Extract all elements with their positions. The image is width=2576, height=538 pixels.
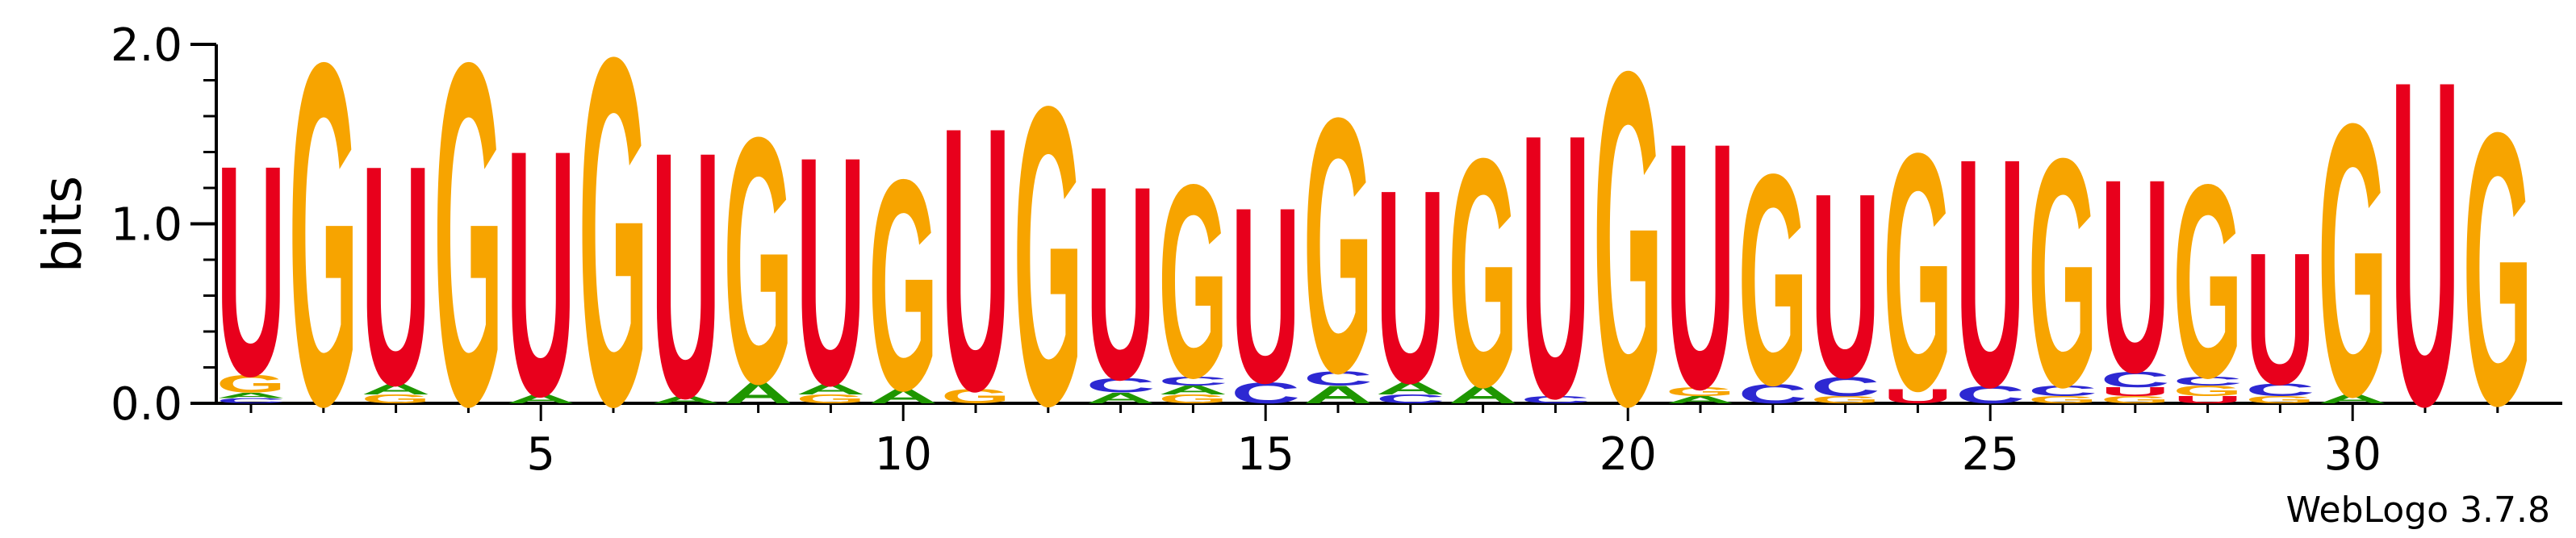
logo-letter-a: A [1449,381,1518,409]
logo-letter-g: G [2028,90,2097,455]
logo-letter-g: G [796,392,865,406]
logo-letter-g: G [433,0,503,507]
x-tick-label: 30 [2324,428,2382,481]
logo-letter-g: G [1449,90,1518,455]
logo-letter-u: U [2173,394,2243,406]
x-tick-label: 20 [1600,428,1657,481]
logo-letter-u: U [1883,386,1952,408]
logo-letter-g: G [1014,18,1083,494]
logo-letter-g: G [1738,112,1808,448]
logo-letter-u: U [1520,56,1590,477]
y-axis-label: bits [31,176,94,273]
logo-letter-c: C [2245,381,2315,400]
logo-letter-g: G [724,65,793,457]
logo-letter-a: A [1666,394,1735,406]
logo-letter-u: U [2245,214,2315,424]
logo-letter-g: G [2173,127,2243,435]
logo-letter-g: G [289,0,358,507]
logo-letter-a: A [651,394,721,406]
logo-letter-g: G [1303,42,1373,448]
logo-letter-c: C [1955,381,2025,409]
logo-letter-a: A [506,392,575,406]
logo-letter-c: C [1231,376,1300,410]
logo-letter-g: G [1883,83,1952,461]
logo-letter-a: A [1376,378,1445,398]
logo-letter-a: A [1303,381,1373,409]
logo-letter-u: U [941,50,1010,470]
logo-letter-u: U [2101,122,2170,430]
logo-letter-g: G [2101,394,2170,406]
logo-letter-c: C [2173,374,2243,388]
logo-letter-c: C [1158,374,1227,388]
x-axis: 5 10 15 20 25 30 [215,402,2562,481]
logo-letter-u: U [1811,140,1880,433]
logo-letter-c: C [1376,392,1445,406]
logo-letter-g: G [2463,53,2532,487]
logo-letter-a: A [796,381,865,398]
logo-letter-u: U [1231,155,1300,435]
logo-letter-c: C [1303,368,1373,390]
logo-letter-c: C [1520,394,1590,406]
logo-letter-a: A [2318,392,2387,406]
logo-letter-a: A [868,386,938,408]
logo-letter-g: G [2173,382,2243,399]
footer-label: WebLogo 3.7.8 [2286,490,2550,531]
x-tick-label: 10 [875,428,932,481]
logo-letter-u: U [362,100,431,450]
logo-letter-u: U [651,78,721,471]
y-ticks: 0.0 1.0 2.0 [111,19,216,431]
logo-letter-c: C [1086,374,1156,397]
logo-letter-g: G [579,0,648,509]
logo-letter-g: G [2318,44,2387,478]
logo-letter-g: G [2245,394,2315,406]
logo-letter-u: U [1086,129,1156,437]
x-ticks: 5 10 15 20 25 30 [249,403,2499,481]
y-tick-label: 0.0 [111,378,182,431]
logo-letter-g: G [1811,394,1880,406]
x-tick-label: 25 [1962,428,2019,481]
logo-letter-u: U [1955,91,2025,456]
logo-letter-g: G [1593,0,1662,505]
logo-letter-u: U [1666,69,1735,462]
logo-letter-c: C [2101,367,2170,392]
y-axis: 0.0 1.0 2.0 bits [31,19,218,431]
logo-letter-g: G [868,118,938,453]
logo-letter-c: C [2028,382,2097,399]
logo-letter-c: C [216,397,286,405]
y-tick-label: 1.0 [111,199,182,252]
logo-letter-a: A [1158,383,1227,397]
logo-letter-g: G [941,385,1010,407]
logo-letter-g: G [2028,394,2097,406]
logo-letter-u: U [2101,385,2170,398]
logo-letter-g: G [362,392,431,406]
x-tick-label: 15 [1237,428,1294,481]
logo-letter-g: G [216,370,286,398]
y-tick-label: 2.0 [111,19,182,72]
x-tick-label: 5 [526,428,555,481]
logo-letter-u: U [506,77,575,469]
logo-letter-a: A [216,391,286,399]
logo-letter-u: U [2390,0,2460,502]
logo-letter-u: U [216,102,286,439]
logo-letter-a: A [362,381,431,398]
logo-letter-g: G [1158,127,1227,435]
logo-letter-a: A [724,376,793,410]
logo-letter-u: U [1376,133,1445,441]
logo-letter-c: C [1811,371,1880,402]
logo-letter-a: A [1086,390,1156,407]
logo-letter-c: C [1738,378,1808,409]
logo-letter-g: G [1666,385,1735,398]
logo-letter-u: U [796,90,865,454]
logo-letter-g: G [1158,392,1227,406]
